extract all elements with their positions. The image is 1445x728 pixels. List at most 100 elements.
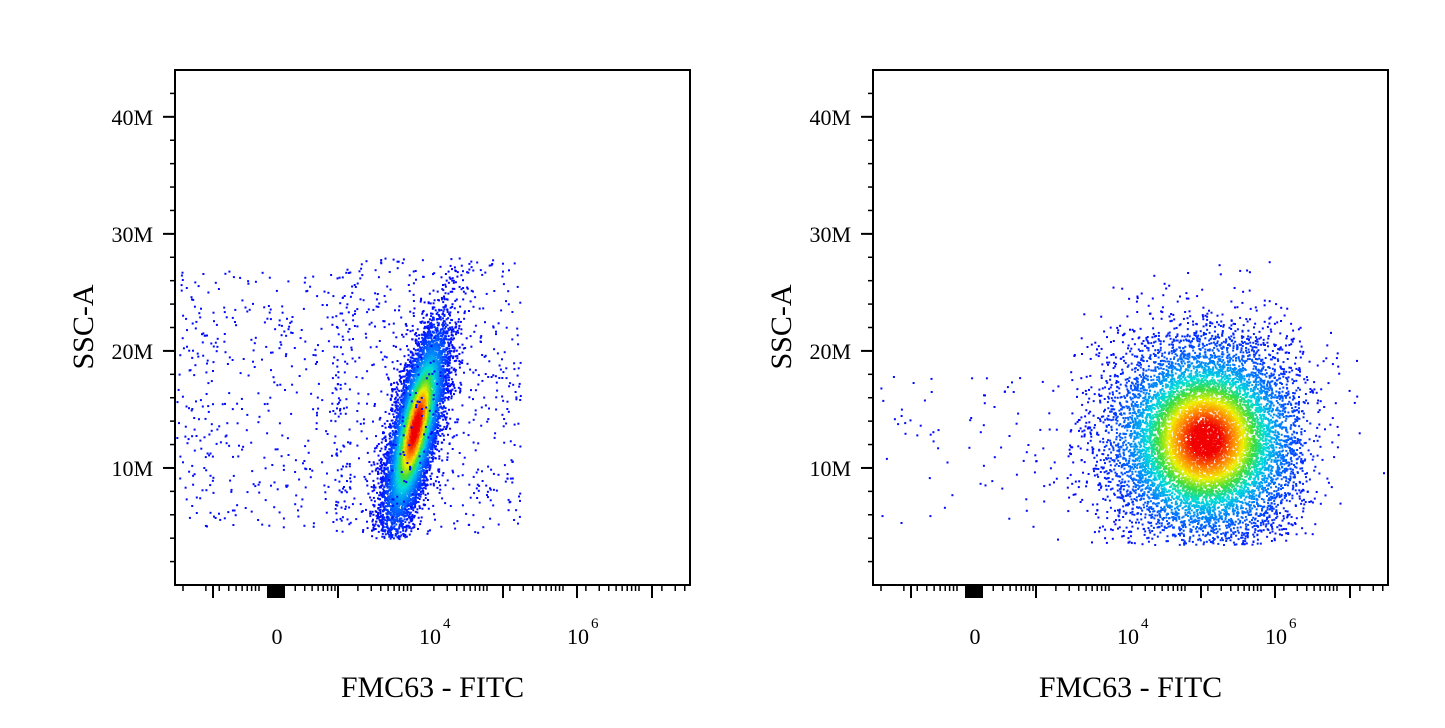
event-dot <box>384 529 386 531</box>
event-dot <box>379 465 381 467</box>
event-dot <box>367 527 369 529</box>
event-dot <box>443 435 445 437</box>
event-dot <box>438 455 440 457</box>
event-dot <box>443 310 445 312</box>
event-dot <box>405 333 407 335</box>
event-dot <box>381 448 383 450</box>
event-dot <box>449 322 451 324</box>
y-tick-label: 10M <box>111 456 153 481</box>
event-dot <box>389 432 391 434</box>
event-dot <box>419 505 421 507</box>
event-dot <box>392 413 394 415</box>
event-dot <box>445 410 447 412</box>
event-dot <box>370 513 372 515</box>
event-dot <box>451 319 453 321</box>
event-dot <box>430 483 432 485</box>
event-dot <box>396 412 398 414</box>
event-dot <box>454 266 456 268</box>
event-dot <box>416 335 418 337</box>
event-dot <box>466 337 468 339</box>
event-dot <box>407 359 409 361</box>
x-tick-exponent: 4 <box>443 616 451 632</box>
event-dot <box>448 409 450 411</box>
event-dot <box>438 409 440 411</box>
event-dot <box>446 413 448 415</box>
event-dot <box>404 521 406 523</box>
event-dot <box>383 536 385 538</box>
event-dot <box>404 355 406 357</box>
event-dot <box>430 478 432 480</box>
event-dot <box>418 517 420 519</box>
event-dot <box>452 277 454 279</box>
event-dot <box>411 378 413 380</box>
event-dot <box>431 473 433 475</box>
x-tick-label: 10 <box>567 624 589 649</box>
event-dot <box>438 458 440 460</box>
event-dot <box>381 519 383 521</box>
event-dot <box>444 284 446 286</box>
event-dot <box>352 503 354 505</box>
event-dot <box>455 374 457 376</box>
event-dot <box>457 332 459 334</box>
event-dot <box>416 508 418 510</box>
event-dot <box>386 420 388 422</box>
event-dot <box>395 406 397 408</box>
event-dot <box>410 530 412 532</box>
event-dot <box>431 319 433 321</box>
event-dot <box>382 476 384 478</box>
event-dot <box>443 439 445 441</box>
event-dot <box>460 328 462 330</box>
event-dot <box>438 314 440 316</box>
event-dot <box>397 405 399 407</box>
event-dot <box>384 423 386 425</box>
event-dot <box>375 523 377 525</box>
event-dot <box>399 348 401 350</box>
event-dot <box>412 338 414 340</box>
event-dot <box>458 325 460 327</box>
event-dot <box>418 334 420 336</box>
event-dot <box>455 333 457 335</box>
event-dot <box>433 317 435 319</box>
event-dot <box>446 298 448 300</box>
event-dot <box>373 505 375 507</box>
event-dot <box>435 448 437 450</box>
event-dot <box>418 501 420 503</box>
event-dot <box>444 354 446 356</box>
event-dot <box>442 301 444 303</box>
event-dot <box>445 286 447 288</box>
event-dot <box>420 341 422 343</box>
event-dot <box>462 279 464 281</box>
event-dot <box>378 482 380 484</box>
event-dot <box>391 408 393 410</box>
event-dot <box>374 500 376 502</box>
event-dot <box>373 514 375 516</box>
event-dot <box>394 525 396 527</box>
event-dot <box>384 448 386 450</box>
event-dot <box>389 438 391 440</box>
event-dot <box>451 378 453 380</box>
event-dot <box>432 456 434 458</box>
event-dot <box>395 391 397 393</box>
event-dot <box>423 499 425 501</box>
event-dot <box>381 536 383 538</box>
event-dot <box>447 311 449 313</box>
event-dot <box>451 332 453 334</box>
event-dot <box>447 434 449 436</box>
event-dot <box>439 425 441 427</box>
event-dot <box>453 393 455 395</box>
event-dot <box>385 533 387 535</box>
event-dot <box>397 394 399 396</box>
event-dot <box>376 537 378 539</box>
event-dot <box>452 409 454 411</box>
event-dot <box>437 441 439 443</box>
event-dot <box>460 333 462 335</box>
event-dot <box>460 321 462 323</box>
event-dot <box>445 323 447 325</box>
event-dot <box>442 317 444 319</box>
event-dot <box>443 385 445 387</box>
event-dot <box>409 534 411 536</box>
event-dot <box>373 489 375 491</box>
event-dot <box>410 512 412 514</box>
event-dot <box>446 354 448 356</box>
event-dot <box>393 382 395 384</box>
